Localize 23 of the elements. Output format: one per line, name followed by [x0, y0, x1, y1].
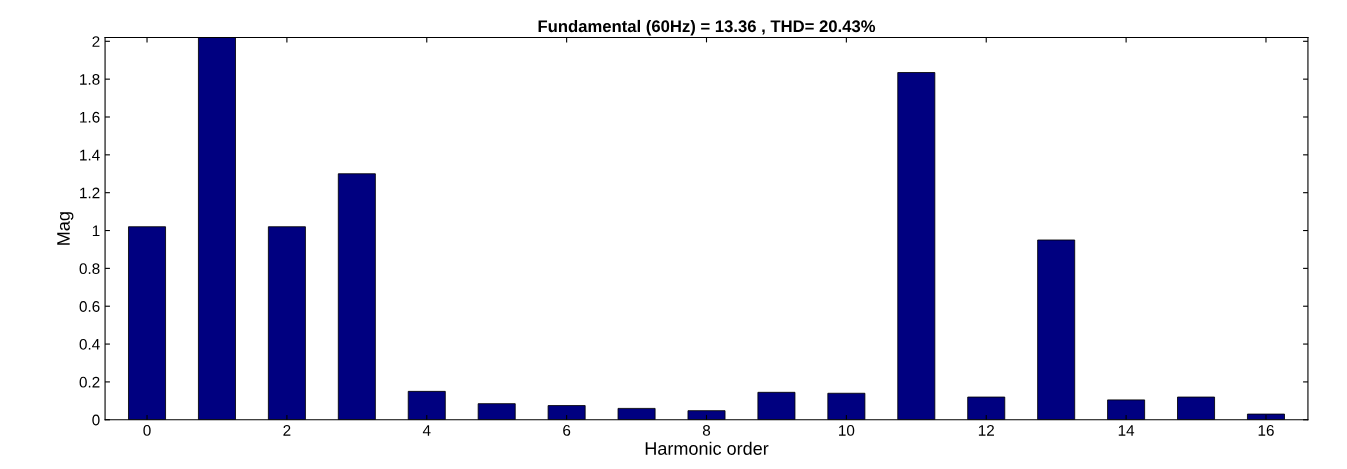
y-tick-label: 0.6: [79, 301, 100, 312]
y-tick-label: 1.6: [80, 111, 100, 123]
y-tick-label: 0.2: [79, 376, 100, 388]
y-tick-label: 0.4: [79, 338, 100, 350]
x-tick-label: 6: [563, 425, 571, 436]
x-tick-label: 8: [702, 425, 711, 436]
y-tick-label: 1.4: [80, 149, 100, 161]
y-tick-label: 1.2: [80, 187, 100, 199]
chart-title: Fundamental (60Hz) = 13.36 , THD= 20.43%: [538, 19, 876, 36]
y-tick-label: 1.8: [80, 74, 100, 85]
x-axis-title: Harmonic order: [645, 441, 769, 455]
x-tick-label: 12: [978, 425, 994, 436]
y-tick-label: 0: [92, 414, 100, 426]
x-tick-label: 10: [839, 425, 855, 436]
x-tick-label: 0: [143, 425, 151, 436]
x-tick-label: 14: [1118, 425, 1135, 436]
y-axis-title: Mag: [57, 212, 74, 245]
x-tick-label: 4: [422, 425, 431, 436]
x-tick-label: 2: [283, 425, 291, 436]
y-tick-label: 1: [92, 225, 100, 237]
x-tick-label: 16: [1258, 425, 1274, 436]
y-tick-label: 0.8: [79, 263, 100, 275]
y-tick-label: 2: [92, 36, 100, 47]
